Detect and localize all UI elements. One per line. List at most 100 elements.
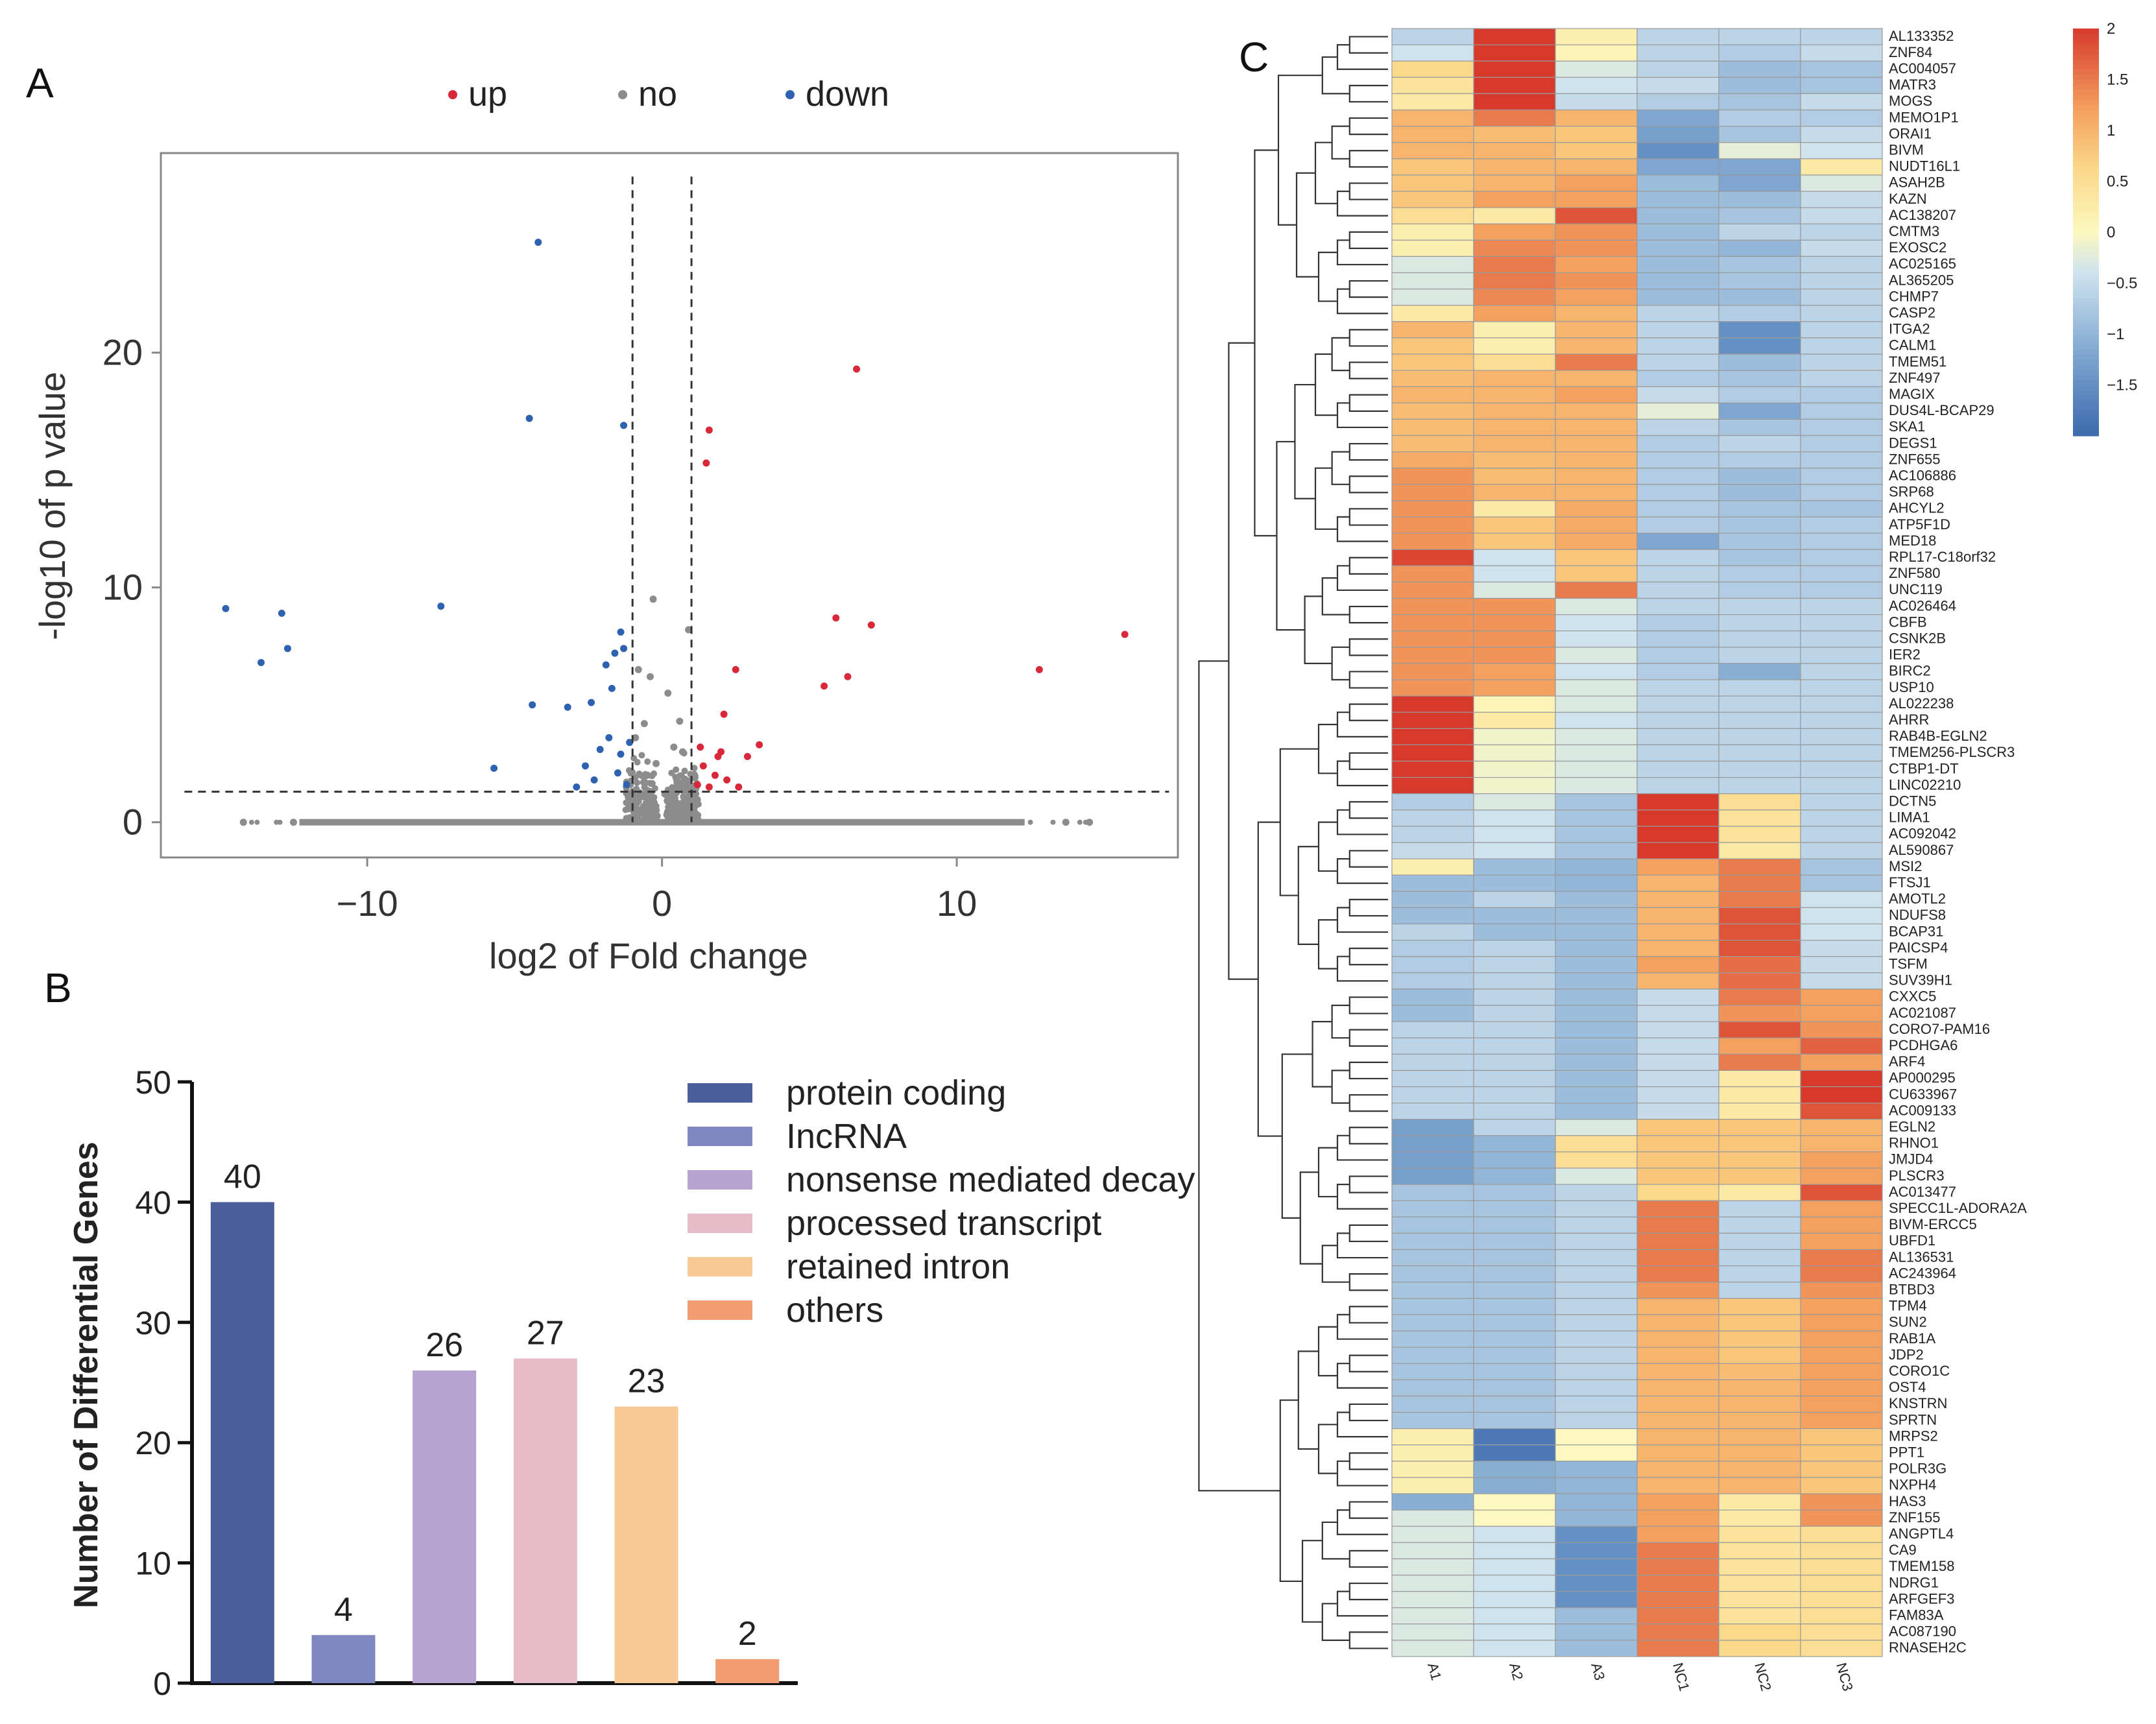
colorbar-segment	[2073, 247, 2099, 253]
gene-label: PLSCR3	[1889, 1167, 1945, 1184]
gene-label: MSI2	[1889, 858, 1922, 874]
heatmap-cell	[1800, 289, 1883, 306]
heatmap-cell	[1473, 695, 1556, 713]
heatmap-cell	[1391, 256, 1474, 274]
heatmap-cell	[1636, 386, 1719, 403]
no-point	[653, 809, 660, 816]
heatmap-cell	[1555, 923, 1638, 941]
heatmap-cell	[1800, 223, 1883, 241]
gene-label: AC092042	[1889, 826, 1956, 842]
gene-label: AL136531	[1889, 1249, 1954, 1265]
heatmap-cell	[1718, 1119, 1801, 1136]
heatmap-cell	[1718, 1461, 1801, 1478]
no-point	[705, 819, 711, 825]
heatmap-cell	[1800, 93, 1883, 111]
up-point	[735, 783, 743, 791]
heatmap-cell	[1555, 126, 1638, 143]
heatmap-cell	[1718, 1444, 1801, 1462]
heatmap-cell	[1473, 1070, 1556, 1088]
dendrogram-branch	[1317, 1147, 1337, 1198]
heatmap-cell	[1718, 1200, 1801, 1217]
heatmap-cell	[1636, 1428, 1719, 1446]
heatmap-cell	[1718, 305, 1801, 322]
heatmap-cell	[1718, 679, 1801, 697]
gene-label: AC026464	[1889, 597, 1956, 614]
heatmap-cell	[1718, 435, 1801, 453]
heatmap-cell	[1555, 370, 1638, 387]
heatmap-cell	[1800, 1021, 1883, 1038]
colorbar-segment	[2073, 313, 2099, 320]
heatmap-cell	[1800, 874, 1883, 892]
heatmap-cell	[1391, 728, 1474, 746]
no-point	[643, 794, 651, 801]
gene-label: MATR3	[1889, 77, 1936, 93]
up-point	[732, 665, 739, 673]
heatmap-cell	[1636, 1086, 1719, 1104]
heatmap-cell	[1636, 744, 1719, 762]
no-point	[876, 819, 882, 825]
down-point	[617, 750, 625, 758]
heatmap-cell	[1800, 1200, 1883, 1217]
heatmap-cell	[1473, 533, 1556, 550]
heatmap-cell	[1391, 923, 1474, 941]
heatmap-cell	[1800, 1607, 1883, 1625]
heatmap-cell	[1718, 663, 1801, 680]
no-point	[1050, 819, 1056, 825]
heatmap-cell	[1555, 891, 1638, 909]
heatmap-cell	[1555, 1167, 1638, 1185]
colorbar-segment	[2073, 201, 2099, 208]
heatmap-cell	[1555, 1151, 1638, 1169]
legend-no-marker	[618, 90, 627, 99]
heatmap-cell	[1800, 533, 1883, 550]
gene-label: ORAI1	[1889, 125, 1932, 141]
down-point	[611, 649, 619, 657]
heatmap-cell	[1555, 630, 1638, 648]
heatmap-cell	[1473, 1574, 1556, 1592]
heatmap-cell	[1555, 842, 1638, 859]
heatmap-cell	[1636, 1542, 1719, 1560]
down-point	[617, 628, 625, 636]
heatmap-cell	[1636, 988, 1719, 1006]
heatmap-cell	[1718, 533, 1801, 550]
legend-label-4: processed transcript	[786, 1204, 1101, 1243]
gene-label: AL022238	[1889, 695, 1954, 712]
legend-swatch-2	[688, 1127, 752, 1146]
heatmap-cell	[1391, 1314, 1474, 1332]
no-point	[832, 819, 837, 825]
heatmap-cells	[1391, 28, 1883, 1657]
heatmap-cell	[1473, 1314, 1556, 1332]
gene-label: CMTM3	[1889, 223, 1939, 239]
heatmap-cell	[1391, 1184, 1474, 1201]
heatmap-cell	[1391, 1461, 1474, 1478]
heatmap-cell	[1555, 939, 1638, 957]
gene-label: AC004057	[1889, 60, 1956, 77]
legend-swatch-4	[688, 1214, 752, 1233]
heatmap-cell	[1718, 1330, 1801, 1348]
no-point	[632, 774, 639, 781]
heatmap-cell	[1718, 1526, 1801, 1543]
heatmap-cell	[1555, 826, 1638, 843]
heatmap-cell	[1555, 1298, 1638, 1315]
heatmap-cell	[1473, 60, 1556, 78]
no-point	[685, 626, 693, 634]
heatmap-cell	[1718, 402, 1801, 420]
heatmap-cell	[1636, 516, 1719, 534]
colorbar-segment	[2073, 232, 2099, 238]
heatmap-cell	[1555, 1135, 1638, 1153]
gene-label: MAGIX	[1889, 386, 1935, 402]
heatmap-cell	[1718, 1411, 1801, 1430]
no-point	[309, 819, 315, 825]
heatmap-cell	[1555, 1607, 1638, 1625]
heatmap-cell	[1636, 793, 1719, 811]
heatmap-cell	[1555, 1379, 1638, 1397]
up-point	[867, 621, 875, 629]
heatmap-cell	[1800, 1298, 1883, 1315]
heatmap-cell	[1718, 907, 1801, 925]
heatmap-cell	[1800, 1558, 1883, 1576]
heatmap-cell	[1391, 1216, 1474, 1234]
bar-value-label: 40	[224, 1158, 261, 1195]
heatmap-cell	[1800, 142, 1883, 160]
heatmap-cell	[1800, 923, 1883, 941]
colorbar-segment	[2073, 150, 2099, 156]
